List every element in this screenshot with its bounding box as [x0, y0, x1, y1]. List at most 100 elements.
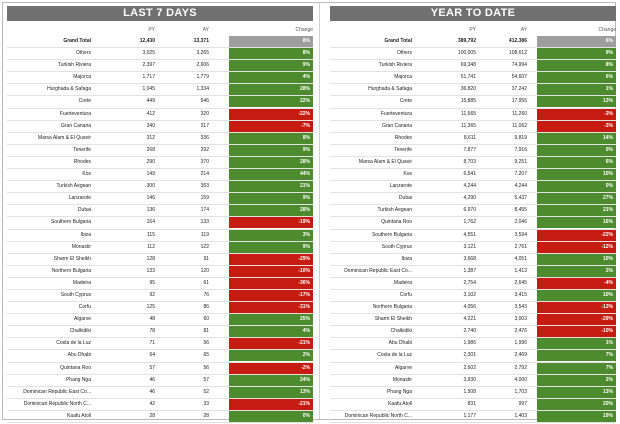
py-value: 340 [146, 122, 155, 129]
header-change[interactable]: Change [598, 27, 616, 33]
py-value: 46 [149, 376, 155, 383]
table-row[interactable]: Fuerteventura 11,665 11,260 -3% [330, 108, 616, 121]
table-row[interactable]: Abu Dhabi 64 65 2% [7, 350, 313, 363]
table-row[interactable]: Kos 6,541 7,207 10% [330, 169, 616, 182]
table-row[interactable]: Gran Canaria 340 317 -7% [7, 120, 313, 133]
table-row[interactable]: Turkish Riviera 2,397 2,606 9% [7, 60, 313, 73]
table-row[interactable]: Tenerife 268 292 9% [7, 144, 313, 157]
table-row[interactable]: Turkish Riviera 69,348 74,994 8% [330, 60, 616, 73]
ay-value: 370 [200, 158, 209, 165]
destination-name: Lanzarote [68, 195, 91, 202]
table-row[interactable]: Quintana Roo 57 56 -2% [7, 362, 313, 375]
table-row[interactable]: Southern Bulgaria 4,551 3,594 -22% [330, 229, 616, 242]
table-row[interactable]: Quintana Roo 1,762 2,046 16% [330, 217, 616, 230]
py-value: 164 [146, 219, 155, 226]
table-row[interactable]: South Cyprus 3,121 2,761 -12% [330, 241, 616, 254]
table-row[interactable]: Chalkidiki 78 81 4% [7, 326, 313, 339]
change-value: 21% [229, 181, 313, 193]
header-py[interactable]: PY [148, 27, 155, 33]
table-row[interactable]: Corfu 3,102 3,415 10% [330, 289, 616, 303]
table-row[interactable]: Crete 15,885 17,955 13% [330, 96, 616, 109]
table-row[interactable]: Rhodes 290 370 28% [7, 156, 313, 170]
table-row[interactable]: Costa de la Luz 71 56 -21% [7, 338, 313, 351]
grand-total-row[interactable]: Grand Total 12,430 13,371 8% [7, 36, 313, 49]
header-change[interactable]: Change [295, 27, 313, 33]
grand-total-row[interactable]: Grand Total 389,792 412,386 6% [330, 36, 616, 49]
change-value: -2% [229, 362, 313, 374]
destination-name: Sharm El Sheikh [374, 316, 412, 323]
table-row[interactable]: Algarve 2,602 2,792 7% [330, 362, 616, 375]
header-py[interactable]: PY [469, 27, 476, 33]
table-row[interactable]: Majorca 51,741 54,607 6% [330, 72, 616, 85]
table-row[interactable]: Chalkidiki 2,740 2,476 -10% [330, 326, 616, 339]
table-row[interactable]: Sharm El Sheikh 4,221 3,003 -29% [330, 314, 616, 327]
change-value: 19% [537, 410, 616, 422]
table-row[interactable]: Marsa Alam & El Quseir 312 336 8% [7, 132, 313, 145]
table-row[interactable]: Dominican Republic North C... 42 33 -21% [7, 398, 313, 411]
table-row[interactable]: Monastir 112 122 9% [7, 241, 313, 254]
ay-value: 17,955 [511, 98, 527, 105]
table-row[interactable]: Madeira 95 61 -36% [7, 277, 313, 290]
table-row[interactable]: Southern Bulgaria 164 133 -19% [7, 217, 313, 230]
destination-name: Kos [403, 171, 412, 178]
table-row[interactable]: South Cyprus 92 76 -17% [7, 289, 313, 303]
table-row[interactable]: Dominican Republic North C... 1,177 1,403 1… [330, 410, 616, 423]
destination-name: Madeira [393, 279, 412, 286]
column-headers: PY AY Change [330, 24, 616, 35]
table-row[interactable]: Others 3,025 3,265 8% [7, 48, 313, 61]
header-ay[interactable]: AY [520, 27, 527, 33]
table-row[interactable]: Madeira 2,754 2,645 -4% [330, 277, 616, 290]
py-value: 92 [149, 291, 155, 298]
py-value: 8,611 [463, 134, 476, 141]
table-row[interactable]: Phang Nga 1,508 1,703 13% [330, 386, 616, 399]
py-value: 146 [146, 195, 155, 202]
table-row[interactable]: Dubai 136 174 28% [7, 205, 313, 218]
table-row[interactable]: Phang Nga 46 57 24% [7, 374, 313, 387]
table-row[interactable]: Dominican Republic East Co... 1,387 1,413 2… [330, 265, 616, 278]
table-row[interactable]: Hurghada & Safaga 1,045 1,334 28% [7, 84, 313, 97]
change-value: -17% [229, 289, 313, 301]
table-row[interactable]: Algarve 48 60 25% [7, 314, 313, 327]
table-row[interactable]: Gran Canaria 11,365 11,062 -3% [330, 120, 616, 133]
py-value: 4,221 [463, 316, 476, 323]
table-row[interactable]: Dubai 4,290 5,437 27% [330, 193, 616, 206]
table-row[interactable]: Sharm El Sheikh 128 91 -29% [7, 253, 313, 266]
change-value: 6% [537, 72, 616, 84]
table-row[interactable]: Rhodes 8,611 9,819 14% [330, 132, 616, 145]
ay-value: 91 [203, 255, 209, 262]
header-ay[interactable]: AY [202, 27, 209, 33]
table-row[interactable]: Turkish Aegean 6,970 8,455 21% [330, 205, 616, 218]
table-row[interactable]: Tenerife 7,877 7,916 0% [330, 144, 616, 157]
ay-value: 86 [203, 304, 209, 311]
table-row[interactable]: Northern Bulgaria 133 120 -10% [7, 265, 313, 278]
table-row[interactable]: Kaafu Atoll 831 997 20% [330, 398, 616, 411]
table-row[interactable]: Majorca 1,717 1,779 4% [7, 72, 313, 85]
table-row[interactable]: Corfu 125 86 -31% [7, 302, 313, 315]
table-row[interactable]: Hurghada & Safaga 36,820 37,242 1% [330, 84, 616, 97]
ay-value: 56 [203, 340, 209, 347]
table-row[interactable]: Kos 149 214 44% [7, 169, 313, 182]
table-row[interactable]: Kaafu Atoll 28 28 0% [7, 410, 313, 423]
py-value: 115 [147, 231, 155, 238]
table-row[interactable]: Ibiza 3,668 4,051 10% [330, 253, 616, 266]
table-row[interactable]: Fuerteventura 412 320 -22% [7, 108, 313, 121]
table-row[interactable]: Monastir 3,930 4,000 2% [330, 374, 616, 387]
table-row[interactable]: Abu Dhabi 1,986 1,996 1% [330, 338, 616, 351]
table-row[interactable]: Crete 449 546 22% [7, 96, 313, 109]
destination-name: Algarve [74, 316, 91, 323]
change-value: 8% [229, 132, 313, 144]
table-row[interactable]: Dominican Republic East Co... 46 52 13% [7, 386, 313, 399]
table-row[interactable]: Lanzarote 146 159 9% [7, 193, 313, 206]
ay-value: 13,371 [193, 38, 209, 44]
table-row[interactable]: Northern Bulgaria 4,056 3,543 -13% [330, 302, 616, 315]
table-row[interactable]: Marsa Alam & El Quseir 8,703 9,251 6% [330, 156, 616, 170]
table-row[interactable]: Costa de la Luz 2,301 2,469 7% [330, 350, 616, 363]
table-row[interactable]: Turkish Aegean 300 363 21% [7, 181, 313, 194]
ay-value: 2,469 [514, 352, 527, 359]
table-row[interactable]: Ibiza 115 119 3% [7, 229, 313, 242]
ay-value: 3,543 [514, 304, 527, 311]
table-row[interactable]: Lanzarote 4,244 4,244 0% [330, 181, 616, 194]
ay-value: 159 [200, 195, 209, 202]
ay-value: 76 [203, 291, 209, 298]
table-row[interactable]: Others 100,005 108,612 9% [330, 48, 616, 61]
